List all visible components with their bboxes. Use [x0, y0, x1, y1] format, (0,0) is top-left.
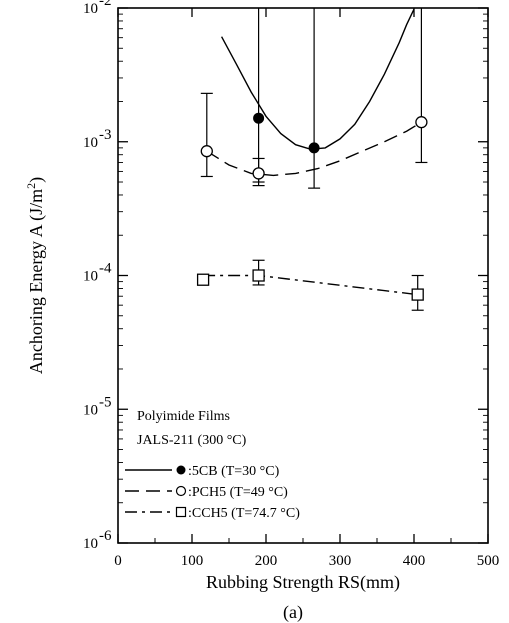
y-tick-label: 10 [83, 536, 98, 552]
x-tick-label: 100 [181, 553, 204, 569]
plot-frame [117, 7, 489, 544]
y-tick-label: 10 [83, 1, 98, 17]
legend-marker [175, 485, 187, 497]
annotation-line-2: JALS-211 (300 °C) [137, 433, 247, 448]
y-tick-label: 10 [83, 402, 98, 418]
data-point [196, 273, 210, 286]
y-tick-exponent: -2 [99, 0, 112, 9]
legend: Polyimide Films JALS-211 (300 °C) :5CB (T=… [125, 409, 300, 521]
x-tick-label: 500 [477, 553, 500, 569]
y-tick-exponent: -4 [99, 261, 112, 277]
y-tick-label: 10 [83, 269, 98, 285]
y-tick-label: 10 [83, 135, 98, 151]
series-line [220, 8, 415, 150]
series-line [203, 274, 418, 296]
x-tick-label: 200 [255, 553, 278, 569]
legend-marker [175, 506, 187, 518]
x-axis-label: Rubbing Strength RS(mm) [206, 572, 400, 593]
data-point [411, 288, 424, 301]
data-point [200, 145, 213, 158]
series-line [206, 121, 422, 177]
legend-marker [176, 465, 186, 475]
y-tick-exponent: -5 [99, 394, 112, 410]
panel-label: (a) [283, 602, 303, 623]
y-tick-exponent: -6 [99, 528, 112, 544]
legend-label: :5CB (T=30 °C) [188, 464, 280, 479]
annotation-line-1: Polyimide Films [137, 409, 230, 424]
x-tick-label: 400 [403, 553, 426, 569]
y-tick-exponent: -3 [99, 127, 112, 143]
data-point [253, 112, 265, 124]
legend-label: :PCH5 (T=49 °C) [188, 485, 288, 500]
data-point [252, 167, 265, 180]
data-point [415, 116, 428, 129]
y-axis-label: Anchoring Energy A (J/m2) [24, 177, 47, 374]
data-point [252, 269, 265, 282]
plot-area [196, 8, 428, 311]
x-tick-label: 0 [114, 553, 122, 569]
data-point [308, 142, 320, 154]
x-tick-label: 300 [329, 553, 352, 569]
legend-label: :CCH5 (T=74.7 °C) [188, 506, 300, 521]
